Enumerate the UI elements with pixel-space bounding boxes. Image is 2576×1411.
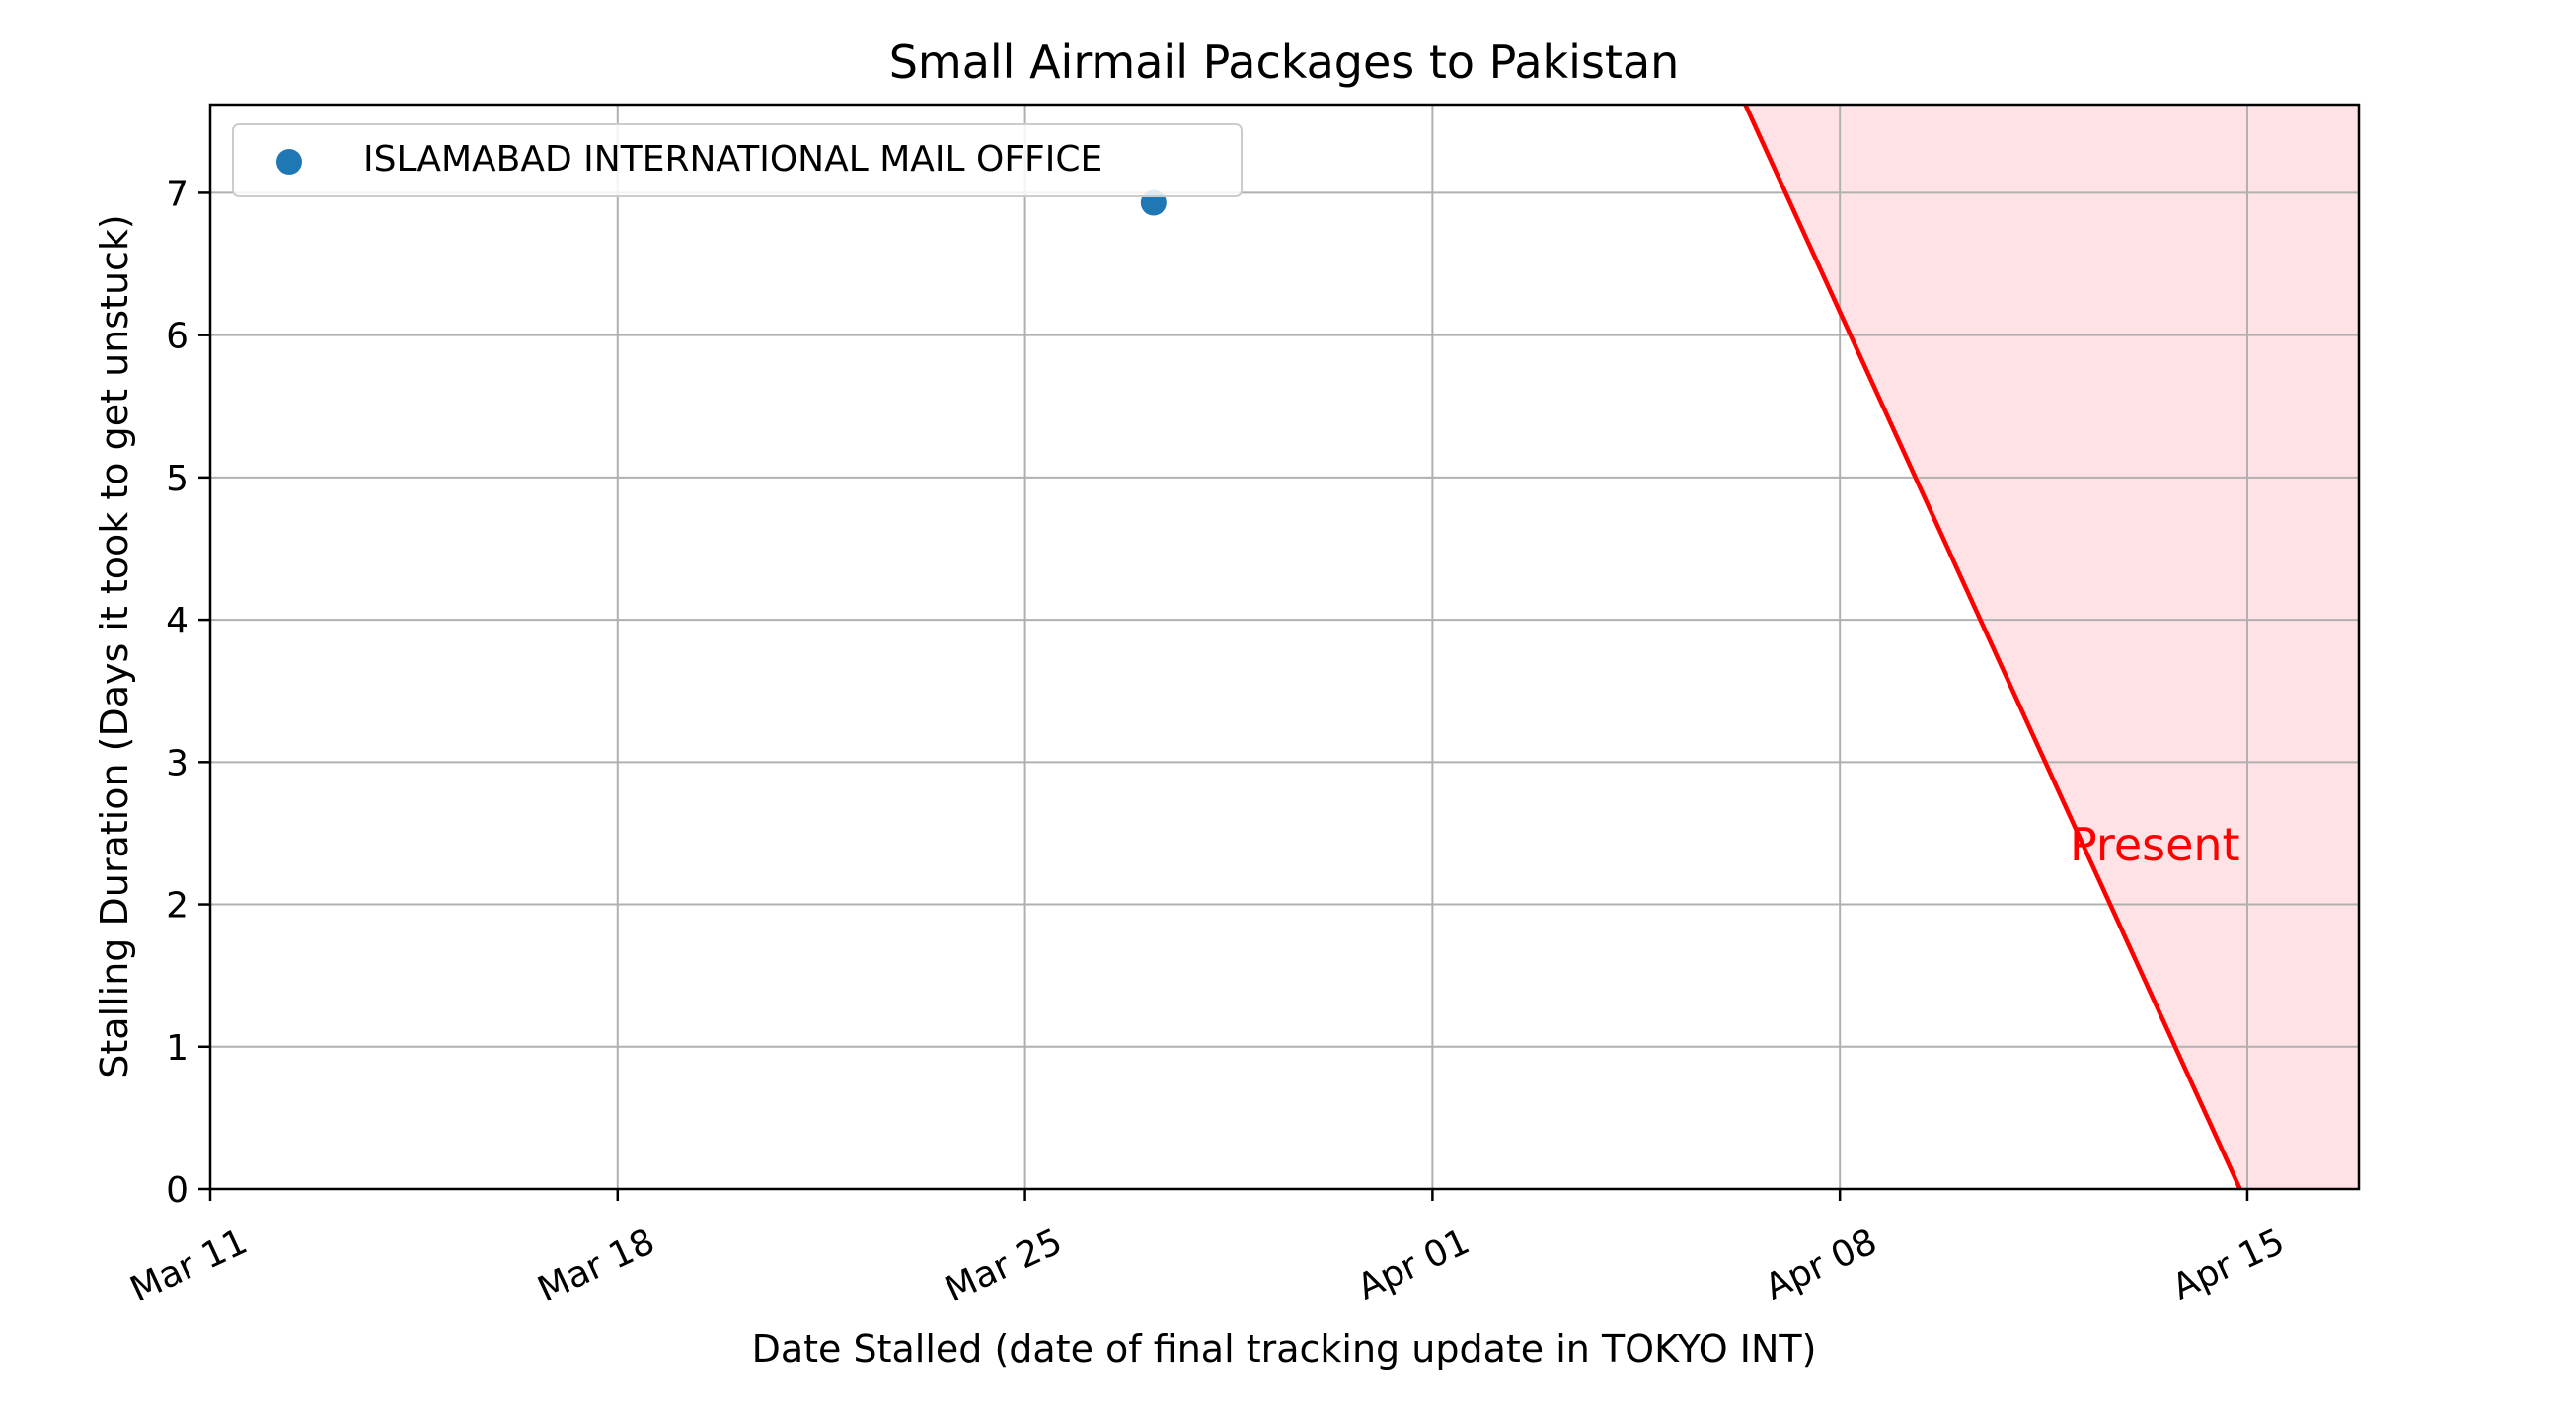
- legend: ISLAMABAD INTERNATIONAL MAIL OFFICE: [232, 123, 1243, 197]
- present-region: [1745, 105, 2359, 1189]
- x-axis-title: Date Stalled (date of final tracking upd…: [752, 1327, 1817, 1371]
- y-tick-label: 6: [166, 317, 189, 357]
- present-label: Present: [2070, 818, 2240, 871]
- chart-title: Small Airmail Packages to Pakistan: [889, 36, 1680, 89]
- y-axis-title: Stalling Duration (Days it took to get u…: [93, 214, 136, 1078]
- y-tick-label: 5: [166, 459, 189, 499]
- y-tick-label: 2: [166, 886, 189, 927]
- y-tick-label: 4: [166, 601, 189, 641]
- x-tick-label: Apr 08: [1759, 1222, 1883, 1308]
- x-tick-label: Mar 25: [940, 1222, 1069, 1310]
- legend-label: ISLAMABAD INTERNATIONAL MAIL OFFICE: [363, 139, 1102, 180]
- y-tick-label: 3: [166, 743, 189, 783]
- legend-box: [232, 123, 1243, 197]
- legend-marker: [276, 149, 302, 175]
- x-tick-label: Mar 11: [124, 1222, 254, 1310]
- y-tick-label: 0: [166, 1170, 189, 1211]
- y-tick-label: 7: [166, 174, 189, 214]
- plot-frame: [208, 103, 2361, 1191]
- y-tick-label: 1: [166, 1028, 189, 1069]
- present-line: [1743, 105, 2242, 1189]
- x-tick-label: Mar 18: [532, 1222, 661, 1310]
- x-tick-label: Apr 01: [1352, 1222, 1477, 1308]
- x-tick-label: Apr 15: [2166, 1222, 2291, 1308]
